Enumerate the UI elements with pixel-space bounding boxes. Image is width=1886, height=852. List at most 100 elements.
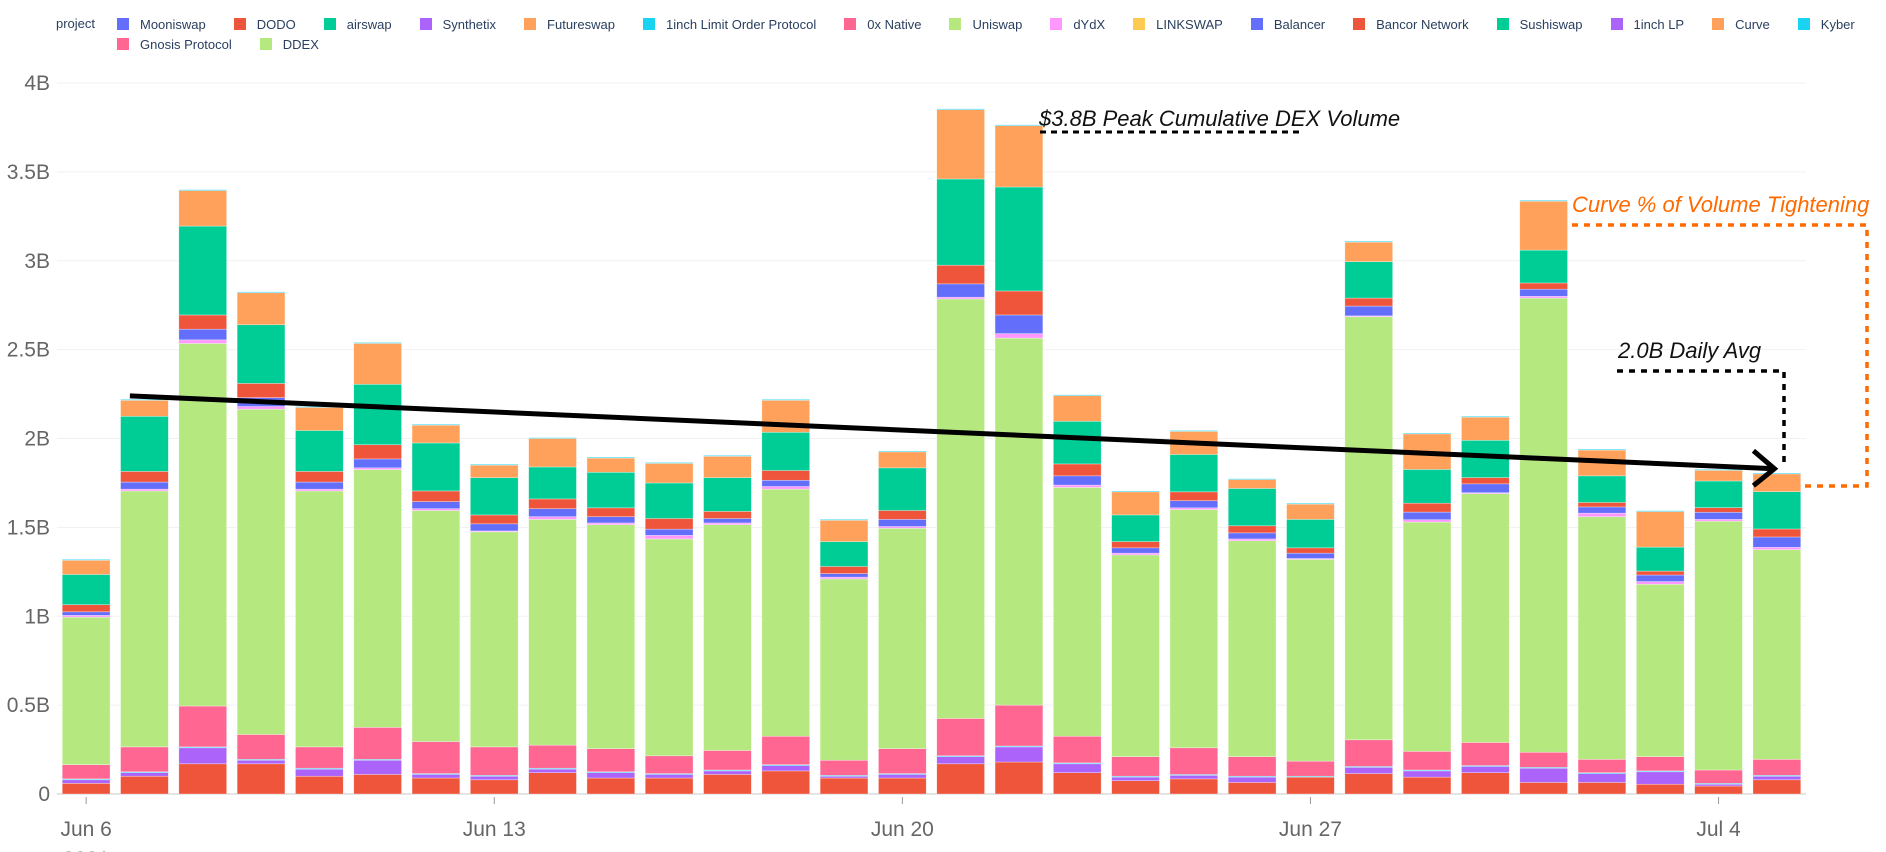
bar-segment-uniswap <box>703 524 752 751</box>
bar-segment-0x-native <box>1519 751 1568 768</box>
bar-segment-0x-native <box>1752 759 1802 776</box>
legend-item[interactable]: dYdX <box>1050 17 1105 32</box>
bar-segment-0x-native <box>819 759 869 776</box>
bar-segment-0x-native <box>1169 747 1219 775</box>
y-tick-label: 0.5B <box>7 694 50 717</box>
bar-segment-sushiswap <box>644 482 694 519</box>
bar-segment-bancor-network <box>994 290 1044 316</box>
bar-segment-bancor-network <box>1169 491 1219 502</box>
bar-segment-balancer <box>295 481 344 490</box>
bar-segment-kyber <box>1286 502 1335 505</box>
legend-label: 1inch Limit Order Protocol <box>665 16 817 32</box>
legend-item[interactable]: airswap <box>323 16 392 32</box>
legend-label: Bancor Network <box>1376 16 1469 32</box>
bar-segment-uniswap <box>1053 487 1102 737</box>
legend-item[interactable]: DODO <box>233 16 296 32</box>
legend-swatch <box>117 18 129 30</box>
legend-label: Mooniswap <box>140 16 206 32</box>
legend-item[interactable]: Futureswap <box>524 17 615 32</box>
legend-item[interactable]: Mooniswap <box>117 17 206 32</box>
legend-item[interactable]: Curve <box>1712 17 1770 32</box>
legend-item[interactable]: 0x Native <box>844 17 921 32</box>
bar-segment-kyber <box>586 456 636 459</box>
bar-segment-kyber <box>644 462 694 464</box>
bar-segment-kyber <box>178 189 227 191</box>
legend-swatch <box>117 38 129 50</box>
bar-segment-bancor-network <box>1519 282 1568 290</box>
legend-label: Sushiswap <box>1519 16 1583 32</box>
bar-segment-curve <box>878 451 927 469</box>
bar-segment-dodo <box>353 774 402 795</box>
legend-label: DODO <box>256 16 296 32</box>
bar-segment-balancer <box>1519 288 1568 297</box>
bar-segment-bancor-network <box>761 470 810 481</box>
bar-segment-bancor-network <box>586 507 636 518</box>
legend-item[interactable]: Sushiswap <box>1496 16 1583 32</box>
legend-item[interactable]: LINKSWAP <box>1133 17 1223 32</box>
legend-item[interactable]: Synthetix <box>419 17 496 32</box>
bar-segment-curve <box>1286 503 1335 520</box>
legend-swatch <box>259 38 272 50</box>
bar-segment-balancer <box>1577 506 1627 514</box>
bar-segment-uniswap <box>936 298 985 719</box>
legend-item[interactable]: Balancer <box>1250 17 1325 32</box>
bar-segment-kyber <box>236 291 286 294</box>
legend-swatch <box>233 18 246 30</box>
bar-segment-dydx <box>1752 546 1802 550</box>
bar-segment-uniswap <box>1694 520 1743 771</box>
bar-segment-curve <box>1053 395 1102 422</box>
x-tick-label: Jun 20 <box>871 818 934 841</box>
legend-item[interactable]: Uniswap <box>949 17 1022 32</box>
bar-segment-dodo <box>1694 785 1743 795</box>
bar-segment-synthetix <box>644 774 694 779</box>
legend-item[interactable]: 1inch LP <box>1610 17 1684 32</box>
bar-segment-kyber <box>470 463 519 466</box>
bar-segment-curve <box>1636 511 1685 548</box>
bar-segment-0x-native <box>1577 759 1627 773</box>
bar-segment-synthetix <box>703 770 752 775</box>
bar-segment-kyber <box>1227 478 1277 480</box>
bar-segment-uniswap <box>819 578 869 761</box>
legend-item[interactable]: Gnosis Protocol <box>117 37 232 52</box>
bar-segment-kyber <box>1111 490 1160 493</box>
x-tick-year-label: 2021 <box>63 848 110 852</box>
bar-segment-sushiswap <box>1752 491 1802 530</box>
bar-segment-kyber <box>1694 469 1743 471</box>
bar-segment-dodo <box>236 763 286 795</box>
bar-segment-0x-native <box>936 718 985 757</box>
bar-segment-kyber <box>936 108 985 110</box>
bar-segment-synthetix <box>761 765 810 772</box>
bar-segment-kyber <box>1519 200 1568 202</box>
bar-segment-bancor-network <box>1227 525 1277 534</box>
bar-segment-sushiswap <box>470 477 519 516</box>
bar-segment-curve <box>120 399 169 417</box>
bar-segment-balancer <box>994 314 1044 334</box>
bar-segment-0x-native <box>178 705 227 748</box>
legend-label: airswap <box>346 16 392 32</box>
bar-segment-uniswap <box>1577 516 1627 760</box>
bar-segment-0x-native <box>1694 769 1743 784</box>
bar-segment-dodo <box>1227 782 1277 795</box>
legend-item[interactable]: Bancor Network <box>1353 16 1469 32</box>
legend-item[interactable]: Kyber <box>1797 17 1855 32</box>
bar-segment-bancor-network <box>61 604 111 613</box>
y-tick-label: 0 <box>38 783 50 806</box>
bar-segment-curve <box>819 519 869 542</box>
legend-label: Futureswap <box>547 16 615 32</box>
legend-item[interactable]: 1inch Limit Order Protocol <box>642 16 817 32</box>
bar-segment-synthetix <box>295 768 344 777</box>
bar-segment-bancor-network <box>1694 507 1743 513</box>
peak-annotation-label: $3.8B Peak Cumulative DEX Volume <box>1038 106 1400 131</box>
bar-segment-uniswap <box>1519 297 1568 753</box>
bar-segment-dodo <box>295 775 344 795</box>
y-tick-label: 1B <box>24 605 50 628</box>
legend-item[interactable]: DDEX <box>259 37 319 52</box>
bar-segment-curve <box>936 109 985 180</box>
bar-segment-sushiswap <box>703 477 752 512</box>
bar-segment-uniswap <box>644 538 694 757</box>
bar-segment-0x-native <box>703 750 752 771</box>
bar-segment-dodo <box>644 777 694 795</box>
bar-segment-balancer <box>120 481 169 490</box>
bar-segment-dydx <box>994 333 1044 339</box>
curve-annotation-label: Curve % of Volume Tightening <box>1572 192 1870 217</box>
